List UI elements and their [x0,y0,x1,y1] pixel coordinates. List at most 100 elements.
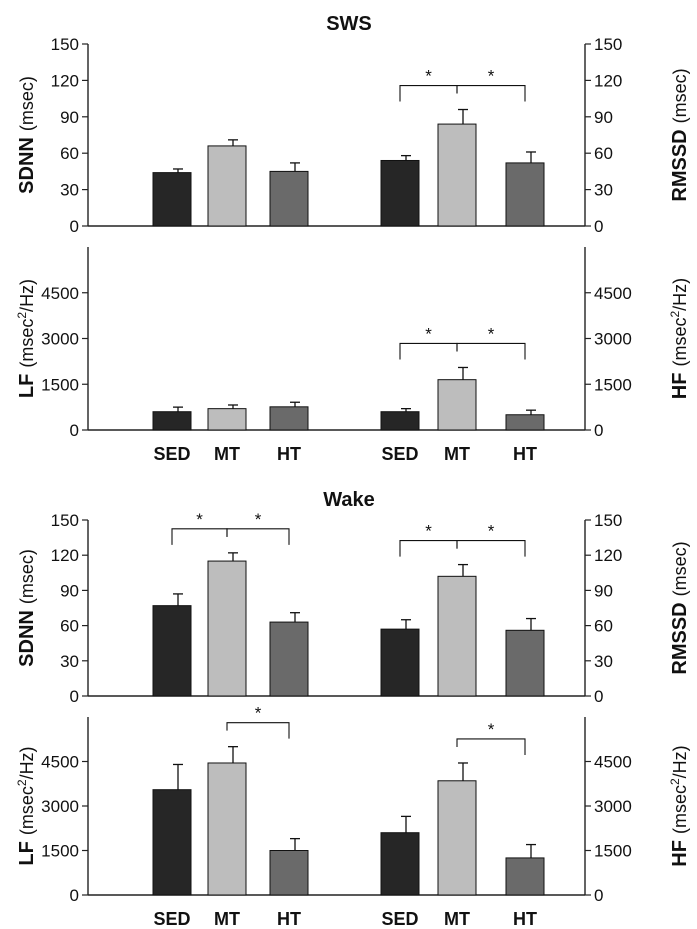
bar-sed [380,832,420,896]
significance-bracket [226,722,290,739]
y-axis-label: HF (msec2/Hz) [668,278,691,399]
section-title-sws: SWS [326,13,372,35]
category-label-ht: HT [277,444,301,464]
y-tick-label: 150 [594,35,622,54]
category-label-ht: HT [277,909,301,929]
y-tick-label: 90 [594,581,613,600]
y-tick-label: 0 [70,687,79,706]
y-tick-label: 120 [51,546,79,565]
section-title-wake: Wake [323,489,375,511]
category-label-sed: SED [153,909,190,929]
significance-star: * [425,67,432,86]
y-axis-measure: RMSSD [669,129,691,201]
y-axis-label: RMSSD (msec) [669,541,691,674]
y-axis-unit: (msec) [670,541,690,596]
bar-mt [207,145,247,227]
y-tick-label: 120 [594,546,622,565]
panel-wake-bottom-right: 0 1500 3000 4500 HF (msec2/Hz) SED MT HT * [349,717,691,929]
bar-ht [505,414,545,431]
y-axis-measure: RMSSD [669,602,691,674]
y-tick-label: 0 [594,687,603,706]
significance-bracket [456,84,526,102]
panel-sws-top-left: 0 30 60 90 120 150 SDNN (msec) [16,35,349,236]
significance-star: * [425,324,432,343]
significance-bracket [171,528,228,545]
y-axis-unit: (msec) [670,68,690,123]
significance-star: * [488,720,495,739]
y-tick-label: 150 [594,511,622,530]
y-axis-unit: (msec [17,319,37,368]
significance-bracket [226,528,290,545]
y-axis-label: LF (msec2/Hz) [15,746,38,865]
bar-ht [505,857,545,896]
significance-star: * [488,522,495,541]
y-axis-unit: (msec [670,785,690,834]
bar-mt [437,575,477,697]
y-tick-label: 4500 [41,753,79,772]
y-axis-unit: (msec) [17,549,37,604]
bar-mt [437,780,477,896]
y-axis-label: SDNN (msec) [16,76,38,194]
y-tick-label: 30 [60,652,79,671]
y-axis-unit-sup: 2 [15,779,29,786]
y-axis-unit-sup: 2 [668,311,682,318]
y-axis-unit-tail: /Hz) [17,279,37,312]
y-tick-label: 30 [594,652,613,671]
y-tick-label: 1500 [41,842,79,861]
category-label-mt: MT [214,444,240,464]
y-tick-label: 3000 [594,797,632,816]
bar-ht [505,162,545,227]
y-tick-label: 60 [60,617,79,636]
bar-ht [505,629,545,697]
y-axis-label: SDNN (msec) [16,549,38,667]
y-tick-label: 120 [51,71,79,90]
y-tick-label: 3000 [594,330,632,349]
y-tick-label: 4500 [41,284,79,303]
y-axis-unit-tail: /Hz) [670,278,690,311]
y-tick-label: 150 [51,35,79,54]
bar-sed [380,628,420,697]
bar-ht [269,621,309,697]
y-tick-label: 3000 [41,330,79,349]
bar-mt [207,762,247,896]
y-axis-label: LF (msec2/Hz) [15,279,38,398]
panel-sws-bottom-left: 0 1500 3000 4500 LF (msec2/Hz) SED MT HT [15,247,349,464]
significance-bracket [399,342,458,360]
significance-star: * [255,510,262,529]
category-label-ht: HT [513,909,537,929]
panel-wake-bottom-left: 0 1500 3000 4500 LF (msec2/Hz) SED MT HT * [15,704,349,929]
bar-sed [152,789,192,896]
y-axis-measure: LF [16,374,38,398]
y-tick-label: 4500 [594,753,632,772]
panel-wake-top-right: 0 30 60 90 120 150 RMSSD (msec) * * [349,511,691,706]
bar-sed [380,411,420,431]
bar-sed [152,605,192,697]
category-label-sed: SED [153,444,190,464]
y-axis-unit-sup: 2 [15,312,29,319]
significance-bracket [399,84,458,102]
y-axis-measure: SDNN [16,137,38,194]
y-tick-label: 90 [594,108,613,127]
significance-star: * [488,324,495,343]
category-label-mt: MT [444,444,470,464]
y-tick-label: 1500 [41,375,79,394]
y-tick-label: 3000 [41,797,79,816]
y-tick-label: 1500 [594,842,632,861]
significance-bracket [456,342,526,360]
category-label-mt: MT [444,909,470,929]
y-tick-label: 60 [594,144,613,163]
y-tick-label: 0 [594,886,603,905]
bar-ht [269,170,309,227]
y-axis-unit: (msec) [17,76,37,131]
y-axis-label: HF (msec2/Hz) [668,745,691,866]
bar-mt [207,560,247,697]
y-axis-measure: SDNN [16,610,38,667]
significance-star: * [488,67,495,86]
category-label-ht: HT [513,444,537,464]
y-tick-label: 90 [60,108,79,127]
y-tick-label: 60 [60,144,79,163]
y-axis-measure: HF [669,373,691,400]
significance-bracket [456,540,526,557]
bar-ht [269,406,309,431]
